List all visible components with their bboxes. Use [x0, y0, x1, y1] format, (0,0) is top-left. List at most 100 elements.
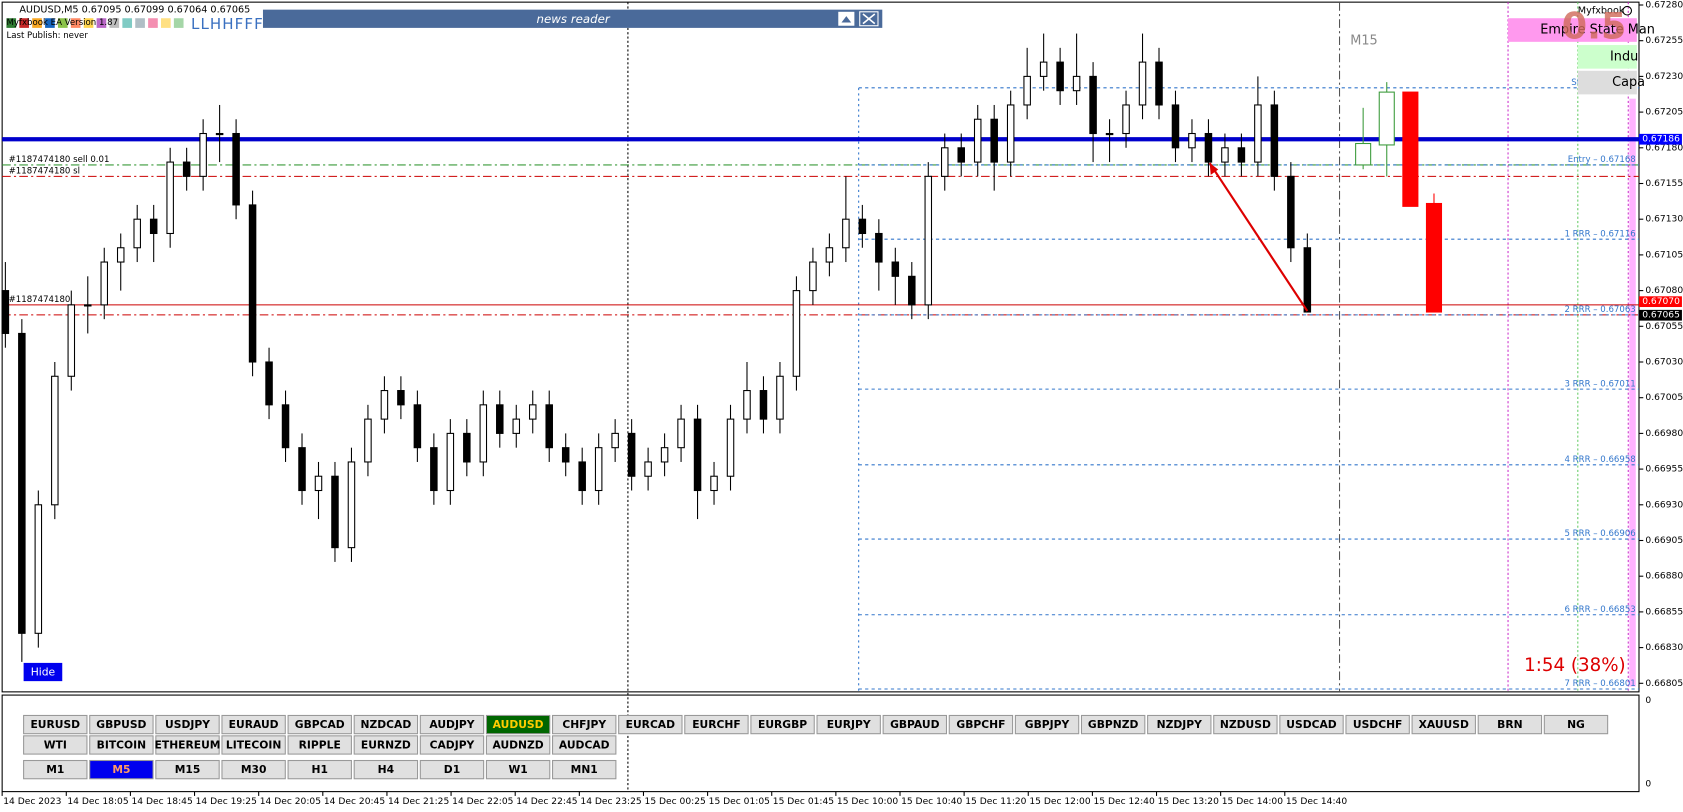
button[interactable]: NG [1543, 714, 1609, 735]
news-reader-bar[interactable]: news reader [262, 9, 883, 28]
button[interactable]: EURGBP [750, 714, 815, 735]
button[interactable]: M15 [155, 759, 220, 780]
button-face[interactable] [485, 735, 551, 755]
button-face[interactable] [684, 714, 749, 735]
button[interactable]: D1 [419, 759, 485, 780]
button[interactable]: AUDCAD [552, 735, 617, 755]
button[interactable]: EURAUD [221, 714, 286, 735]
button-face[interactable] [618, 714, 683, 735]
button-face[interactable] [353, 759, 419, 780]
button-label[interactable]: USDCHF [1353, 718, 1403, 731]
button-face[interactable] [287, 759, 352, 780]
button-label[interactable]: H4 [378, 763, 394, 776]
button-face[interactable] [221, 714, 286, 735]
button-label[interactable]: NG [1567, 718, 1585, 731]
side-button[interactable]: Capa [1612, 75, 1645, 90]
button-face[interactable] [816, 714, 881, 735]
button-face[interactable] [485, 714, 551, 735]
button-face[interactable] [1543, 714, 1609, 735]
button[interactable]: AUDJPY [419, 714, 485, 735]
button-label[interactable]: AUDJPY [429, 718, 474, 731]
button[interactable]: M30 [221, 759, 286, 780]
button-label[interactable]: BITCOIN [97, 738, 146, 751]
button-label[interactable]: USDCAD [1286, 718, 1336, 731]
button-label[interactable]: M15 [175, 763, 201, 776]
button[interactable]: BITCOIN [89, 735, 154, 755]
button-label[interactable]: ETHEREUM [155, 738, 221, 751]
button[interactable]: MN1 [552, 759, 617, 780]
button-label[interactable]: EURUSD [30, 718, 80, 731]
button-face[interactable] [882, 714, 948, 735]
button[interactable]: NZDCAD [353, 714, 419, 735]
button[interactable]: ETHEREUM [155, 735, 221, 755]
button-face[interactable] [419, 714, 485, 735]
button-label[interactable]: USDJPY [165, 718, 210, 731]
button-face[interactable] [1279, 714, 1344, 735]
button[interactable]: EURCAD [618, 714, 683, 735]
button[interactable]: GBPCAD [287, 714, 352, 735]
button-label[interactable]: W1 [508, 763, 527, 776]
button-face[interactable] [221, 759, 286, 780]
button-face[interactable] [287, 714, 352, 735]
button-face[interactable] [155, 759, 220, 780]
button[interactable]: M5 [89, 759, 154, 780]
button-label[interactable]: NZDJPY [1157, 718, 1202, 731]
button[interactable]: GBPUSD [89, 714, 154, 735]
button[interactable]: AUDUSD [485, 714, 551, 735]
button-face[interactable] [419, 735, 485, 755]
button-face[interactable] [23, 714, 88, 735]
side-button[interactable]: Indu [1610, 49, 1638, 64]
button-label[interactable]: GBPJPY [1025, 718, 1070, 731]
button-label[interactable]: AUDUSD [493, 718, 544, 731]
button[interactable]: NZDJPY [1147, 714, 1212, 735]
button-label[interactable]: H1 [312, 763, 328, 776]
button-face[interactable] [287, 735, 352, 755]
button-label[interactable]: EURCAD [626, 718, 675, 731]
button[interactable]: NZDUSD [1213, 714, 1278, 735]
button[interactable]: GBPAUD [882, 714, 948, 735]
button[interactable]: H4 [353, 759, 419, 780]
button-face[interactable] [1213, 714, 1278, 735]
button[interactable]: USDCHF [1345, 714, 1410, 735]
button[interactable]: W1 [485, 759, 551, 780]
button-label[interactable]: EURGBP [758, 718, 807, 731]
button-face[interactable] [750, 714, 815, 735]
button-label[interactable]: GBPUSD [96, 718, 146, 731]
button-label[interactable]: AUDCAD [559, 738, 610, 751]
button-face[interactable] [23, 735, 88, 755]
hide-label[interactable]: Hide [31, 666, 56, 679]
button[interactable]: USDCAD [1279, 714, 1344, 735]
button-label[interactable]: AUDNZD [492, 738, 543, 751]
button-face[interactable] [155, 735, 220, 755]
button-face[interactable] [552, 759, 617, 780]
button[interactable]: BRN [1477, 714, 1543, 735]
button-face[interactable] [89, 735, 154, 755]
button[interactable]: EURUSD [23, 714, 88, 735]
button-label[interactable]: EURCHF [692, 718, 740, 731]
button-face[interactable] [23, 759, 88, 780]
button[interactable]: GBPCHF [948, 714, 1014, 735]
button-face[interactable] [1080, 714, 1146, 735]
button-face[interactable] [221, 735, 286, 755]
button-face[interactable] [1477, 714, 1543, 735]
button-label[interactable]: RIPPLE [299, 738, 341, 751]
button[interactable]: XAUUSD [1411, 714, 1476, 735]
button[interactable]: H1 [287, 759, 352, 780]
button-label[interactable]: M1 [46, 763, 64, 776]
button-label[interactable]: EURJPY [827, 718, 871, 731]
button[interactable]: CADJPY [419, 735, 485, 755]
button[interactable]: GBPNZD [1080, 714, 1146, 735]
button-label[interactable]: EURNZD [361, 738, 411, 751]
button-label[interactable]: GBPCHF [956, 718, 1005, 731]
button-label[interactable]: D1 [444, 763, 460, 776]
button-label[interactable]: M5 [112, 763, 130, 776]
button-label[interactable]: LITECOIN [226, 738, 281, 751]
button-label[interactable]: CHFJPY [562, 718, 606, 731]
button-label[interactable]: GBPAUD [890, 718, 940, 731]
button-face[interactable] [1014, 714, 1080, 735]
button[interactable]: EURJPY [816, 714, 881, 735]
button[interactable]: CHFJPY [552, 714, 617, 735]
button[interactable]: EURNZD [353, 735, 419, 755]
button[interactable]: AUDNZD [485, 735, 551, 755]
button[interactable]: EURCHF [684, 714, 749, 735]
